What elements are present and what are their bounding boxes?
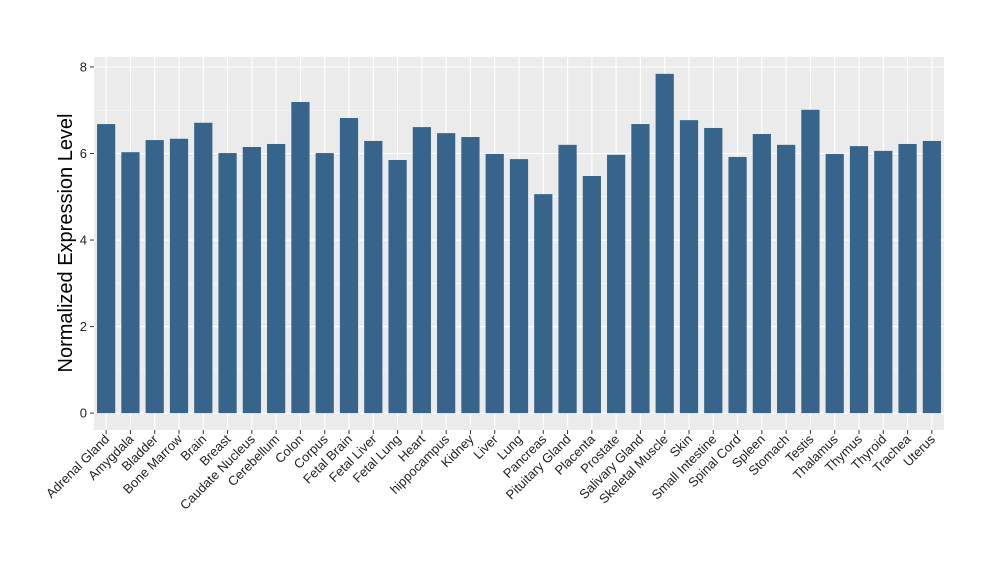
bar-small-intestine — [704, 127, 723, 414]
bar-corpus — [315, 153, 334, 414]
bar-brain — [194, 122, 213, 414]
bar-thyroid — [874, 150, 893, 414]
bar-caudate-nucleus — [242, 147, 261, 414]
bar-stomach — [777, 144, 796, 414]
bar-pancreas — [534, 194, 553, 414]
bar-cerebellum — [267, 143, 286, 414]
bar-adrenal-gland — [97, 124, 116, 414]
bar-hippocampus — [437, 133, 456, 414]
bar-skin — [679, 120, 699, 414]
bar-skeletal-muscle — [655, 73, 674, 414]
y-tick-label: 6 — [80, 146, 87, 161]
bar-breast — [218, 153, 237, 414]
bar-bladder — [145, 140, 164, 414]
bars — [97, 73, 941, 414]
bar-uterus — [922, 140, 941, 414]
bar-trachea — [898, 143, 917, 414]
bar-liver — [485, 153, 504, 414]
bar-prostate — [607, 154, 626, 414]
bar-kidney — [461, 137, 480, 414]
y-axis-label: Normalized Expression Level — [55, 113, 77, 372]
bar-pituitary-gland — [558, 144, 577, 414]
y-tick-label: 0 — [80, 406, 87, 421]
x-tick-label: Liver — [470, 431, 501, 462]
bar-thalamus — [825, 153, 844, 414]
bar-colon — [291, 102, 310, 414]
bar-spinal-cord — [728, 156, 747, 414]
bar-placenta — [582, 175, 601, 414]
bar-spleen — [752, 134, 771, 414]
bar-thymus — [849, 146, 869, 414]
bar-salivary-gland — [631, 124, 650, 414]
bar-amygdala — [121, 152, 140, 414]
bar-heart — [412, 127, 431, 414]
bar-fetal-lung — [388, 159, 407, 414]
bar-fetal-liver — [364, 140, 383, 414]
y-tick-label: 4 — [80, 233, 87, 248]
bar-fetal-brain — [339, 118, 359, 414]
y-tick-label: 2 — [80, 319, 87, 334]
bar-testis — [801, 109, 820, 414]
y-axis: 0 2 4 6 8 — [80, 59, 94, 421]
bar-lung — [509, 159, 529, 414]
y-tick-label: 8 — [80, 59, 87, 74]
bar-bone-marrow — [169, 138, 189, 414]
